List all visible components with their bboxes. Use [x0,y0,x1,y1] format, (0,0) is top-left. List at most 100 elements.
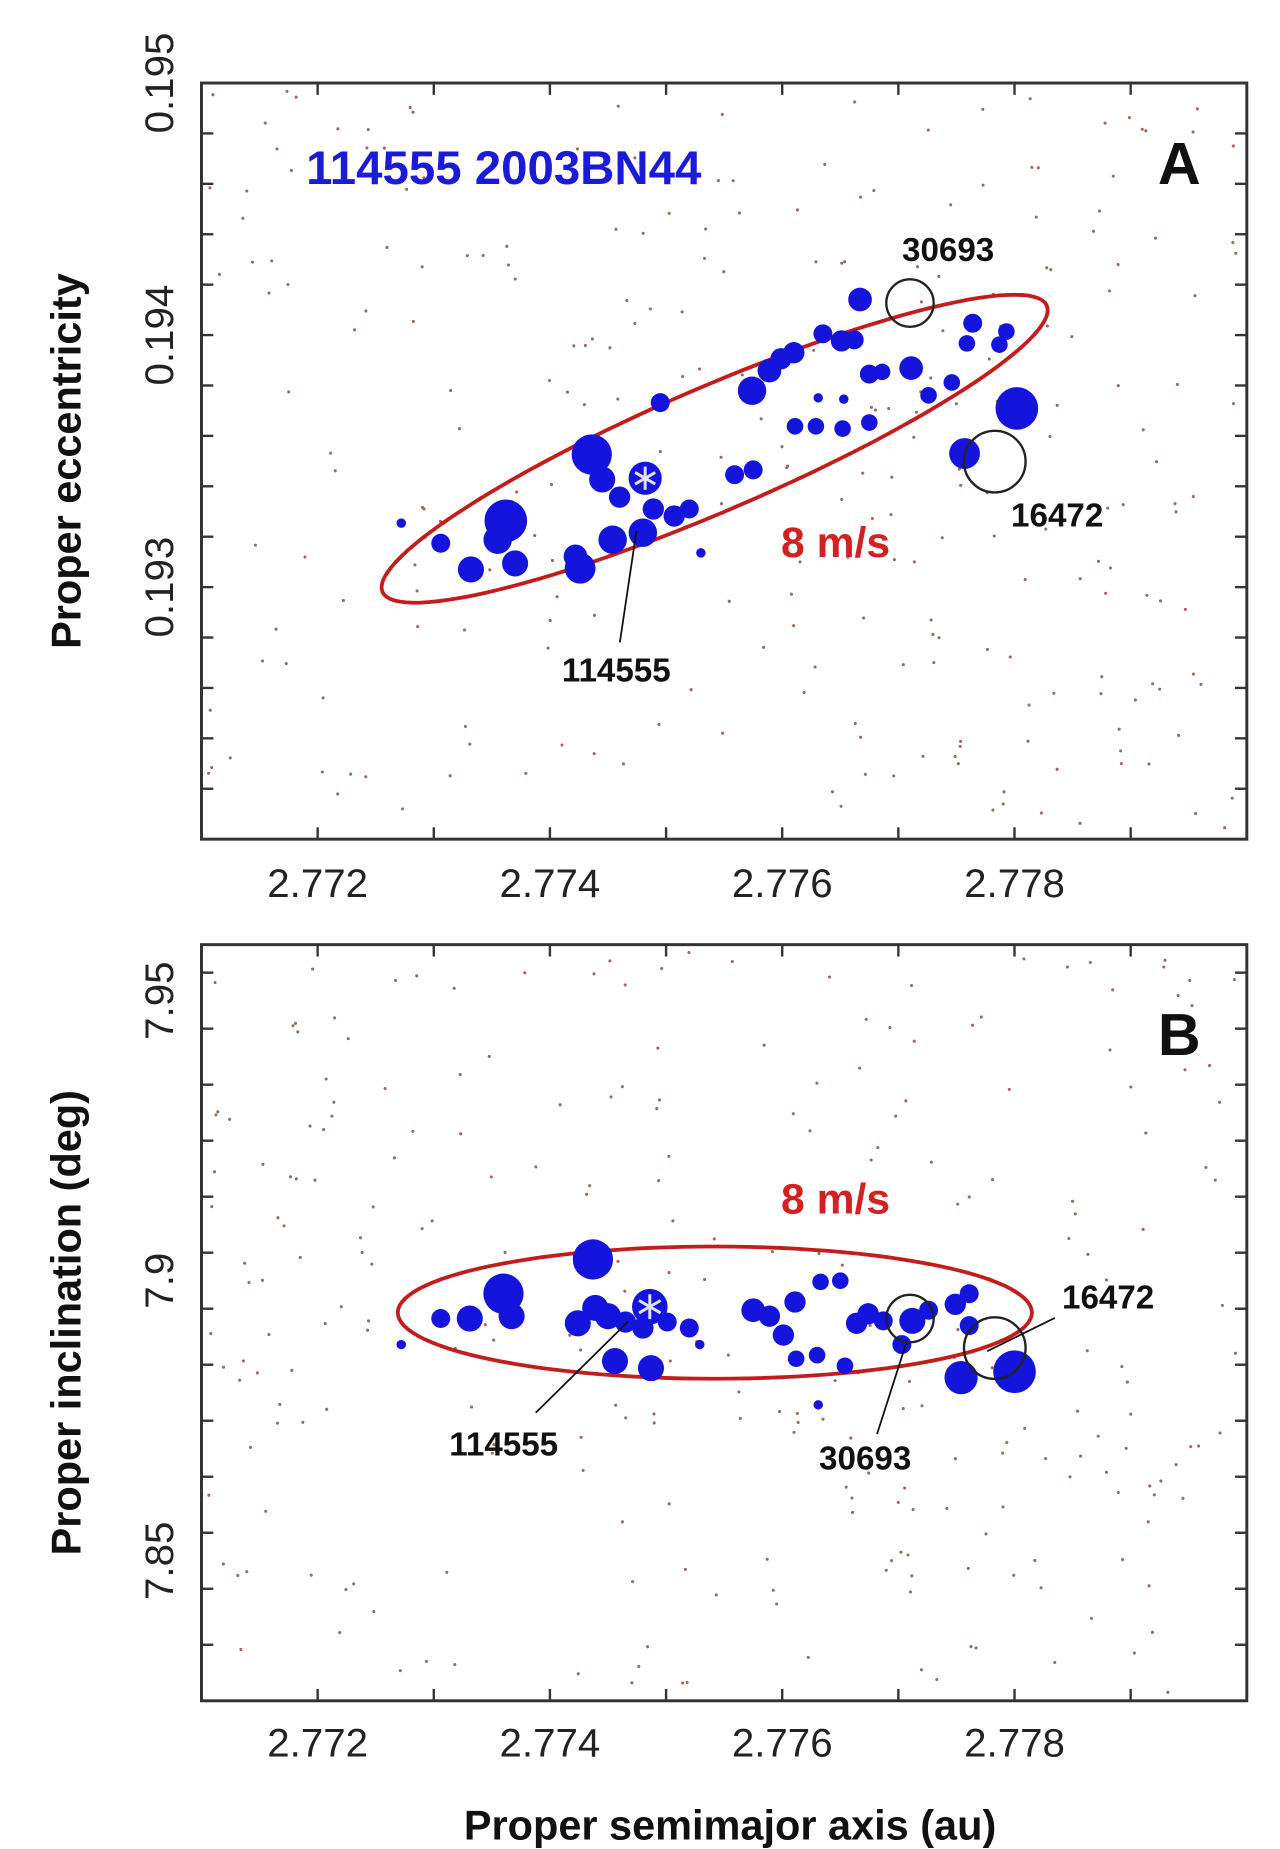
data-point [628,518,658,547]
background-dot [270,259,274,263]
background-dot [324,1077,328,1081]
background-dot [945,1506,949,1510]
background-dot [1104,591,1108,595]
background-dot [608,959,612,963]
background-dot [1045,266,1049,270]
background-dot [1108,1048,1112,1052]
background-dot [371,1205,375,1209]
background-dot [1193,294,1197,298]
background-dot [313,1178,317,1182]
background-dot [286,282,290,287]
background-dot [445,1570,449,1574]
data-point [396,1339,406,1350]
background-dot [1005,1441,1009,1445]
background-dot [616,1259,620,1263]
background-dot [1001,802,1005,806]
data-point [958,335,976,352]
background-dot [716,179,720,183]
background-dot [1116,1490,1120,1495]
data-point [783,342,805,364]
plot-frame [200,81,1249,841]
background-dot [1071,1199,1075,1203]
background-dot [487,1054,491,1058]
data-point [614,1311,637,1333]
data-point [859,364,879,384]
data-point [861,414,878,431]
background-dot [346,1037,350,1041]
background-dot [646,1645,650,1649]
background-dot [780,445,784,449]
annotation-label: 30693 [819,1441,911,1478]
background-dot [424,1659,428,1663]
background-dot [1174,510,1178,514]
background-dot [849,1436,853,1440]
background-dot [416,624,420,629]
background-dot [827,975,831,979]
background-dot [863,772,867,776]
background-dot [282,1224,286,1228]
background-dot [1162,965,1166,969]
data-point [456,1305,483,1332]
background-dot [208,186,212,190]
background-dot [207,1493,211,1497]
background-dot [238,1378,242,1382]
background-dot [329,451,333,455]
background-dot [221,1365,226,1369]
background-dot [909,1590,913,1594]
background-dot [1141,428,1145,432]
background-dot [846,555,850,559]
background-dot [777,1410,782,1414]
background-dot [839,804,843,808]
background-dot [899,1550,903,1554]
background-dot [697,367,702,371]
background-dot [1129,1412,1133,1416]
data-point [637,1355,665,1382]
y-tick-label: 0.194 [137,285,182,386]
open-circle-marker [962,429,1027,494]
background-dot [906,1553,910,1557]
background-dot [401,807,405,811]
background-dot [798,560,802,564]
background-dot [1078,577,1082,581]
background-dot [765,1557,769,1561]
background-dot [821,1417,825,1421]
background-dot [720,112,724,116]
data-point [832,1272,849,1290]
data-point [808,1346,826,1364]
background-dot [1191,672,1196,676]
background-dot [795,1411,799,1416]
x-tick-label: 2.776 [732,861,833,906]
annotation-leader-line [535,1320,629,1414]
annotation-leader-line [876,1341,908,1435]
background-dot [671,1219,675,1223]
background-dot [633,156,637,160]
background-dot [1116,384,1120,388]
background-dot [1033,1558,1037,1563]
background-dot [1002,790,1006,794]
data-point [784,1291,806,1313]
background-dot [910,983,914,988]
background-dot [791,1112,795,1116]
background-dot [453,1663,457,1667]
background-dot [287,390,291,394]
y-tick-label: 0.195 [137,33,182,134]
data-point [594,1303,622,1330]
background-dot [301,1420,305,1424]
background-dot [911,1507,915,1512]
background-dot [775,1602,779,1606]
y-axis-label: Proper eccentricity [43,273,90,649]
background-dot [322,1128,326,1132]
data-point [679,499,699,519]
background-dot [449,388,453,393]
background-dot [253,543,257,547]
x-tick-label: 2.776 [732,1721,833,1766]
background-dot [568,1333,572,1337]
background-dot [795,208,799,212]
velocity-label: 8 m/s [781,1176,890,1224]
background-dot [583,343,587,347]
background-dot [534,1165,538,1169]
background-dot [309,1573,313,1577]
background-dot [1012,1573,1016,1577]
background-dot [1008,655,1012,659]
background-dot [949,203,953,207]
